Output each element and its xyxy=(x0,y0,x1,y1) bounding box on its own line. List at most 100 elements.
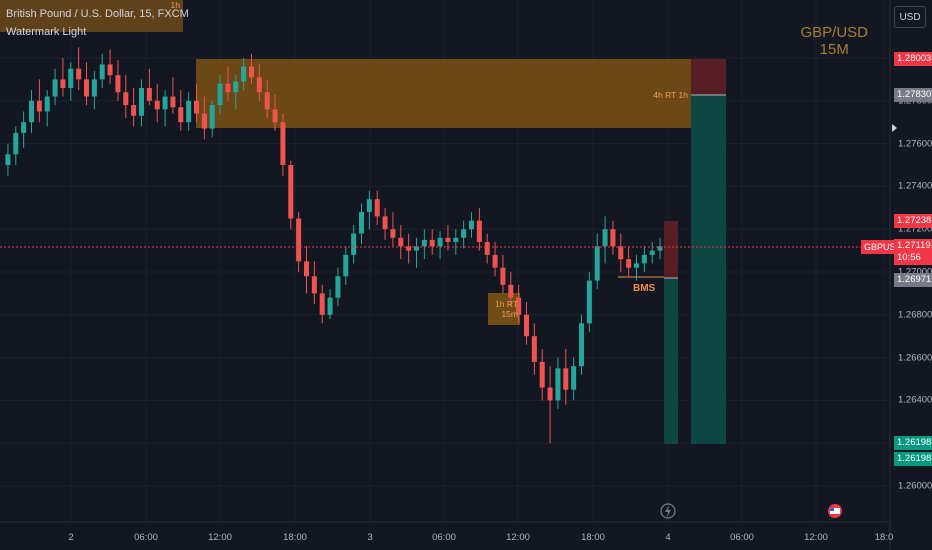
candle-bull xyxy=(13,132,19,155)
candle-bear xyxy=(406,246,412,251)
candle-bear xyxy=(563,368,569,390)
candle-bear xyxy=(382,216,388,230)
candle-bull xyxy=(138,87,145,116)
candle-bear xyxy=(523,314,530,337)
time-tick: 06:00 xyxy=(730,532,754,543)
candle-bull xyxy=(358,212,365,234)
candle-bull xyxy=(21,122,27,133)
candle-bear xyxy=(311,276,317,294)
candle-bear xyxy=(390,229,396,238)
candle-bear xyxy=(225,83,231,93)
price-tick: 1.27200 xyxy=(898,223,932,235)
rt-1h-label: 1h RT 15m xyxy=(490,299,518,319)
candle-bear xyxy=(83,79,90,97)
candle-bull xyxy=(437,237,443,247)
candle-bull xyxy=(641,254,647,264)
time-tick: 12:00 xyxy=(506,532,530,543)
price-tick: 1.27400 xyxy=(898,180,932,192)
candle-bear xyxy=(476,220,482,243)
stop-zone-right xyxy=(691,59,726,95)
candle-bull xyxy=(99,64,105,80)
candle-bear xyxy=(626,259,632,268)
symbol-title[interactable]: British Pound / U.S. Dollar, 15, FXCM xyxy=(6,8,189,20)
time-tick: 4 xyxy=(665,532,671,543)
candle-bear xyxy=(398,237,404,247)
candle-bull xyxy=(453,237,459,243)
candle-bear xyxy=(201,113,207,129)
bar-countdown: 10:56 xyxy=(897,252,921,263)
candle-bull xyxy=(413,246,420,251)
candle-bull xyxy=(68,68,74,88)
rt-1h-label-line2: 15m xyxy=(501,309,518,319)
watermark-timeframe: 15M xyxy=(819,41,849,58)
last-price: 1.27119 xyxy=(897,240,931,251)
candle-bull xyxy=(421,239,427,247)
candle-bear xyxy=(610,229,616,247)
candle-bear xyxy=(264,92,270,110)
price-tick: 1.26000 xyxy=(898,480,932,492)
candle-bear xyxy=(288,165,294,219)
price-label-target-1: 1.26198 xyxy=(894,436,932,450)
indicator-label[interactable]: Watermark Light xyxy=(6,26,87,38)
time-tick: 18:00 xyxy=(283,532,307,543)
price-tick: 1.27600 xyxy=(898,138,932,150)
candle-bull xyxy=(5,154,11,165)
time-tick: 18:00 xyxy=(581,532,605,543)
candle-bear xyxy=(484,242,490,255)
candle-bear xyxy=(36,100,42,112)
candle-bull xyxy=(343,254,349,277)
price-tick: 1.26400 xyxy=(898,394,932,406)
candle-bear xyxy=(256,77,262,93)
candle-bull xyxy=(162,96,168,110)
candle-bear xyxy=(146,87,152,101)
candle-bear xyxy=(115,75,121,93)
candle-bull xyxy=(186,100,192,123)
time-tick: 3 xyxy=(367,532,373,543)
candle-bull xyxy=(468,220,475,230)
candle-bear xyxy=(429,239,435,247)
time-tick: 18:0 xyxy=(874,532,894,543)
candle-bull xyxy=(649,250,655,255)
candle-bear xyxy=(492,254,498,268)
candle-bull xyxy=(602,229,608,247)
candle-bull xyxy=(633,263,640,268)
candle-bull xyxy=(241,66,247,82)
candle-bear xyxy=(154,100,160,110)
candle-bear xyxy=(547,387,553,401)
price-axis-marker-icon xyxy=(892,124,897,132)
candle-bear xyxy=(280,122,286,165)
candle-bear xyxy=(107,64,113,76)
candle-bear xyxy=(178,107,184,123)
candle-bull xyxy=(52,79,58,97)
candle-bear xyxy=(272,109,278,123)
currency-button[interactable]: USD xyxy=(894,6,926,28)
rt-zone-1h xyxy=(488,293,520,325)
price-label-entry: 1.27830 xyxy=(894,88,932,102)
lightning-icon[interactable] xyxy=(660,503,676,519)
candle-bull xyxy=(657,246,663,251)
candle-bear xyxy=(539,361,545,388)
htf-zone-label: 1h xyxy=(170,0,180,10)
time-tick: 06:00 xyxy=(432,532,456,543)
candle-bull xyxy=(91,79,97,97)
time-tick: 06:00 xyxy=(134,532,158,543)
candle-bull xyxy=(351,233,357,255)
candle-bear xyxy=(508,284,514,298)
candle-bear xyxy=(500,267,506,285)
rt-1h-label-line1: 1h RT xyxy=(495,299,518,309)
candle-bull xyxy=(44,96,50,112)
candle-bull xyxy=(209,105,215,129)
candle-bull xyxy=(586,280,592,324)
price-tick: 1.27000 xyxy=(898,266,932,278)
price-label-stop-top: 1.28003 xyxy=(894,52,932,66)
candle-bull xyxy=(571,366,577,390)
target-zone-left xyxy=(664,278,678,444)
candle-bear xyxy=(445,237,451,243)
candle-bear xyxy=(296,218,302,262)
candle-bear xyxy=(319,293,325,315)
stop-zone-left xyxy=(664,221,678,278)
time-tick: 12:00 xyxy=(208,532,232,543)
candle-bear xyxy=(131,105,137,116)
candle-bear xyxy=(60,79,66,88)
